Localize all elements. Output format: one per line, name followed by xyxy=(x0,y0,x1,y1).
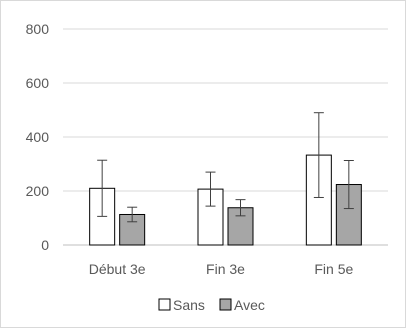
x-tick-label: Fin 3e xyxy=(206,261,245,277)
x-tick-label: Début 3e xyxy=(89,261,146,277)
legend-swatch-sans xyxy=(158,298,171,311)
y-tick-label: 200 xyxy=(26,183,50,199)
y-axis-tick-labels: 0 200 400 600 800 xyxy=(26,21,50,253)
gridlines xyxy=(63,28,388,246)
error-bars xyxy=(97,112,354,223)
legend: Sans Avec xyxy=(158,297,265,313)
legend-swatch-avec xyxy=(219,298,232,311)
x-axis-tick-labels: Début 3e Fin 3e Fin 5e xyxy=(89,261,354,277)
y-tick-label: 0 xyxy=(41,237,49,253)
y-tick-label: 800 xyxy=(26,21,50,37)
bars xyxy=(89,154,362,246)
x-tick-label: Fin 5e xyxy=(314,261,353,277)
y-tick-label: 600 xyxy=(26,75,50,91)
bar-chart: 0 200 400 600 800 Début 3e Fin 3e Fin 5e Sans A… xyxy=(26,21,388,313)
legend-label-avec: Avec xyxy=(234,297,265,313)
bar-avec xyxy=(119,213,146,246)
y-tick-label: 400 xyxy=(26,129,50,145)
chart-frame: 0 200 400 600 800 Début 3e Fin 3e Fin 5e Sans A… xyxy=(0,0,406,328)
legend-label-sans: Sans xyxy=(173,297,205,313)
